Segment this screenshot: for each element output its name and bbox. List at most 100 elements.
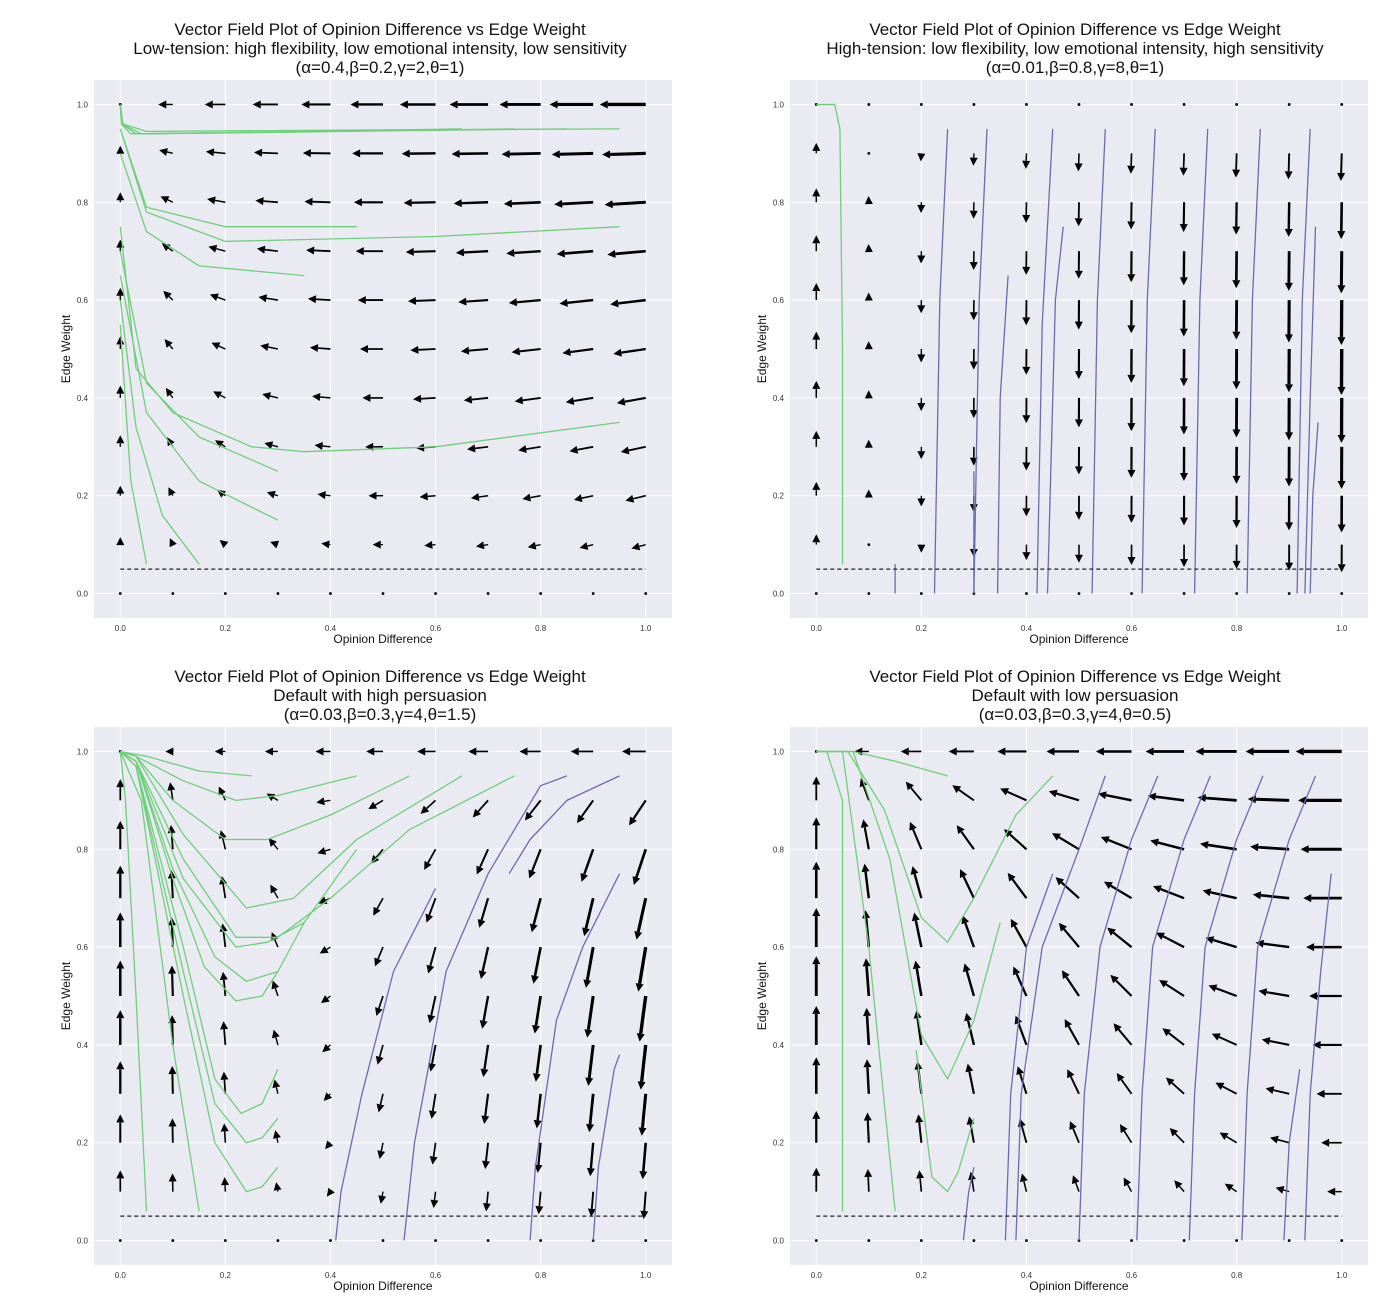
y-tick-label: 1.0 <box>773 747 785 756</box>
vector-arrow <box>277 1239 280 1242</box>
vector-arrow <box>1078 103 1081 106</box>
y-tick-label: 0.4 <box>773 1041 785 1050</box>
vector-arrow <box>1340 103 1343 106</box>
vector-arrow <box>1130 592 1133 595</box>
vector-arrow <box>224 592 227 595</box>
vector-arrow <box>973 103 976 106</box>
y-tick-label: 0.8 <box>77 845 89 854</box>
vector-arrow <box>539 592 542 595</box>
y-tick-label: 0.0 <box>773 590 785 599</box>
y-tick-label: 0.2 <box>773 1139 785 1148</box>
vector-arrow <box>973 1239 976 1242</box>
panel-subtitle: Low-tension: high flexibility, low emoti… <box>30 39 730 58</box>
vector-arrow <box>592 592 595 595</box>
vector-arrow <box>867 543 870 546</box>
vector-arrow <box>1078 592 1081 595</box>
panel-title: Vector Field Plot of Opinion Difference … <box>30 20 730 77</box>
vector-arrow <box>171 592 174 595</box>
vector-arrow <box>1288 1239 1291 1242</box>
panel-subtitle: Default with low persuasion <box>725 686 1394 705</box>
y-tick-label: 1.0 <box>77 747 89 756</box>
x-axis-label: Opinion Difference <box>1029 1279 1128 1293</box>
panel-title: Vector Field Plot of Opinion Difference … <box>30 20 730 39</box>
vector-arrow <box>487 592 490 595</box>
x-tick-label: 0.2 <box>916 1271 928 1280</box>
x-tick-label: 1.0 <box>640 1271 652 1280</box>
x-axis-label: Opinion Difference <box>333 1279 432 1293</box>
y-tick-label: 0.0 <box>773 1237 785 1246</box>
y-tick-label: 0.2 <box>773 492 785 501</box>
y-tick-label: 1.0 <box>77 100 89 109</box>
vector-arrow <box>434 1239 437 1242</box>
vector-arrow <box>867 1239 870 1242</box>
panel-params: (α=0.03,β=0.3,γ=4,θ=1.5) <box>30 705 730 724</box>
vector-arrow <box>815 1239 818 1242</box>
panel-title: Vector Field Plot of Opinion Difference … <box>30 667 730 724</box>
vector-arrow <box>1183 103 1186 106</box>
x-axis-label: Opinion Difference <box>1029 632 1128 646</box>
vector-arrow <box>920 592 923 595</box>
vector-arrow <box>329 1239 332 1242</box>
x-tick-label: 1.0 <box>640 624 652 633</box>
vector-arrow <box>1340 592 1343 595</box>
y-tick-label: 0.8 <box>773 845 785 854</box>
y-tick-label: 0.2 <box>77 1139 89 1148</box>
vector-arrow <box>1183 592 1186 595</box>
y-tick-label: 0.4 <box>773 394 785 403</box>
vector-arrow <box>1235 592 1238 595</box>
x-tick-label: 0.0 <box>811 1271 823 1280</box>
panel-title: Vector Field Plot of Opinion Difference … <box>725 20 1394 39</box>
y-axis-label: Edge Weight <box>59 961 73 1030</box>
vector-arrow <box>171 1239 174 1242</box>
vector-arrow <box>119 592 122 595</box>
vector-arrow <box>1025 103 1028 106</box>
x-axis-label: Opinion Difference <box>333 632 432 646</box>
vector-arrow <box>1235 1239 1238 1242</box>
panel-params: (α=0.03,β=0.3,γ=4,θ=0.5) <box>725 705 1394 724</box>
x-tick-label: 0.8 <box>1231 1271 1243 1280</box>
y-tick-label: 0.6 <box>773 943 785 952</box>
vector-arrow <box>382 592 385 595</box>
y-tick-label: 0.4 <box>77 394 89 403</box>
vector-arrow <box>815 592 818 595</box>
x-tick-label: 1.0 <box>1336 1271 1348 1280</box>
vector-arrow <box>867 103 870 106</box>
panel-title: Vector Field Plot of Opinion Difference … <box>30 667 730 686</box>
y-tick-label: 0.8 <box>77 198 89 207</box>
y-tick-label: 0.6 <box>773 296 785 305</box>
vector-arrow <box>539 1239 542 1242</box>
vector-arrow <box>644 592 647 595</box>
vector-arrow <box>644 1239 647 1242</box>
vector-arrow <box>224 1239 227 1242</box>
vector-arrow <box>1025 592 1028 595</box>
x-tick-label: 0.8 <box>535 624 547 633</box>
panel-params: (α=0.01,β=0.8,γ=8,θ=1) <box>725 58 1394 77</box>
vector-arrow <box>1130 1239 1133 1242</box>
x-tick-label: 1.0 <box>1336 624 1348 633</box>
vector-arrow <box>867 152 870 155</box>
vector-arrow <box>1183 1239 1186 1242</box>
vector-arrow <box>487 1239 490 1242</box>
x-tick-label: 0.8 <box>1231 624 1243 633</box>
vector-arrow <box>920 103 923 106</box>
vector-arrow <box>1340 1239 1343 1242</box>
panel-title: Vector Field Plot of Opinion Difference … <box>725 20 1394 77</box>
vector-arrow <box>1025 1239 1028 1242</box>
vector-arrow <box>277 592 280 595</box>
vector-arrow <box>329 592 332 595</box>
vector-arrow <box>1235 103 1238 106</box>
x-tick-label: 0.2 <box>220 624 232 633</box>
y-tick-label: 0.0 <box>77 1237 89 1246</box>
y-axis-label: Edge Weight <box>59 314 73 383</box>
y-tick-label: 0.4 <box>77 1041 89 1050</box>
vector-arrow <box>1288 592 1291 595</box>
y-tick-label: 0.0 <box>77 590 89 599</box>
x-tick-label: 0.0 <box>115 624 127 633</box>
y-axis-label: Edge Weight <box>755 314 769 383</box>
y-axis-label: Edge Weight <box>755 961 769 1030</box>
